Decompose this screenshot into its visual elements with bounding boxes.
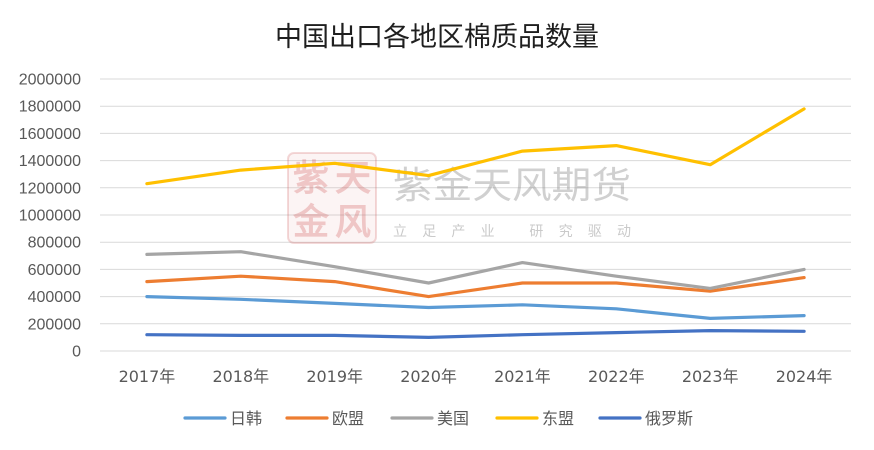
x-tick-label: 2021年 — [494, 367, 551, 386]
watermark-seal-char: 金 — [292, 201, 330, 243]
x-tick-label: 2024年 — [776, 367, 833, 386]
legend-label: 美国 — [437, 409, 469, 428]
x-tick-label: 2018年 — [212, 367, 269, 386]
legend: 日韩 欧盟 美国 东盟 俄罗斯 — [183, 409, 693, 428]
y-tick-label: 600000 — [28, 262, 81, 279]
y-tick-label: 400000 — [28, 289, 81, 306]
series-line-3 — [145, 250, 806, 290]
series-line-2 — [145, 274, 806, 299]
x-tick-label: 2017年 — [119, 367, 176, 386]
x-tick-label: 2019年 — [306, 367, 363, 386]
y-tick-label: 0 — [72, 344, 81, 361]
grid — [100, 78, 851, 352]
y-tick-label: 1400000 — [19, 153, 81, 170]
legend-label: 欧盟 — [332, 409, 364, 428]
legend-label: 俄罗斯 — [645, 409, 693, 428]
watermark-slogan: 立足产业 研究驱动 — [393, 224, 631, 240]
legend-label: 东盟 — [542, 409, 574, 428]
y-tick-label: 1800000 — [19, 99, 81, 116]
legend-item: 美国 — [390, 409, 469, 428]
x-tick-label: 2023年 — [682, 367, 739, 386]
legend-item: 东盟 — [495, 409, 574, 428]
y-axis-labels: 0 200000 400000 600000 800000 1000000 1200000 1… — [19, 72, 81, 361]
watermark-company: 紫金天风期货 — [393, 164, 631, 207]
y-tick-label: 200000 — [28, 316, 81, 333]
legend-label: 日韩 — [230, 409, 262, 428]
watermark-seal — [287, 152, 377, 244]
x-tick-label: 2022年 — [588, 367, 645, 386]
series-lines — [145, 107, 806, 339]
x-axis-labels: 2017年 2018年 2019年 2020年 2021年 2022年 2023年 2024年 — [119, 367, 833, 386]
y-tick-label: 1600000 — [19, 126, 81, 143]
y-tick-label: 1200000 — [19, 180, 81, 197]
x-tick-label: 2020年 — [400, 367, 457, 386]
watermark-seal-char: 风 — [335, 201, 371, 243]
legend-item: 日韩 — [183, 409, 262, 428]
y-tick-label: 1000000 — [19, 208, 81, 225]
watermark: 紫 天 金 风 紫金天风期货 立足产业 研究驱动 — [287, 152, 631, 244]
y-tick-label: 2000000 — [19, 72, 81, 89]
chart-title: 中国出口各地区棉质品数量 — [275, 22, 599, 53]
series-line-5 — [145, 329, 806, 339]
y-tick-label: 800000 — [28, 235, 81, 252]
series-line-4 — [145, 107, 806, 186]
legend-item: 欧盟 — [285, 409, 364, 428]
legend-item: 俄罗斯 — [598, 409, 693, 428]
watermark-logo: 紫 天 金 风 — [287, 152, 377, 244]
series-line-1 — [145, 295, 806, 320]
